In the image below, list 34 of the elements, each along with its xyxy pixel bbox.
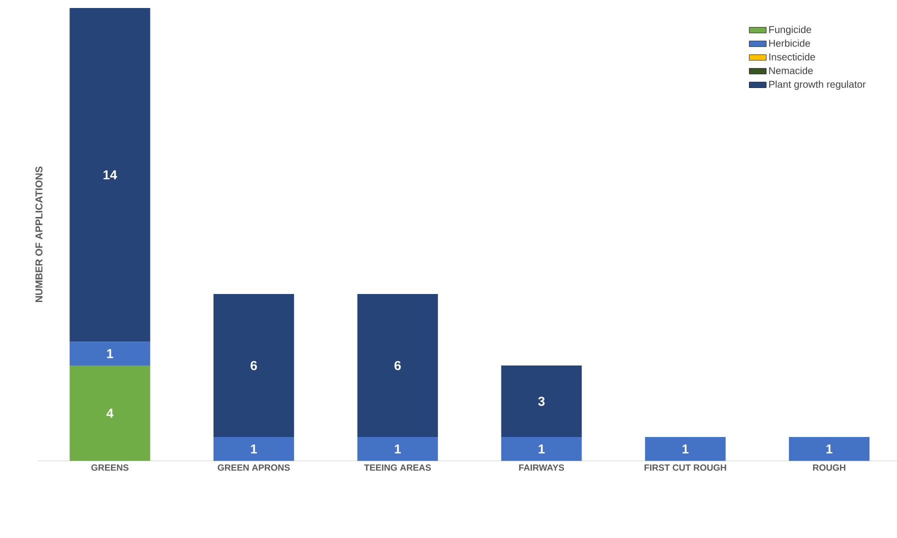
data-label: 1 xyxy=(682,444,689,454)
bar xyxy=(645,437,726,461)
data-label: 1 xyxy=(250,444,258,454)
bar xyxy=(70,366,150,461)
x-tick-label: FIRST CUT ROUGH xyxy=(644,464,726,471)
legend-label: Plant growth regulator xyxy=(769,80,866,90)
bar xyxy=(70,342,150,366)
bar xyxy=(357,437,438,461)
data-label: 1 xyxy=(107,349,114,358)
bar xyxy=(214,294,294,438)
data-label: 1 xyxy=(538,444,545,454)
bar xyxy=(357,294,438,438)
data-label: 4 xyxy=(106,408,114,418)
bar xyxy=(70,8,150,342)
x-tick-label: ROUGH xyxy=(813,464,846,471)
x-tick-label: GREENS xyxy=(91,464,128,471)
bar xyxy=(501,366,582,438)
legend-label: Insecticide xyxy=(769,53,816,61)
data-label: 14 xyxy=(104,170,118,180)
legend-label: Herbicide xyxy=(769,40,810,47)
bar xyxy=(788,437,870,461)
data-label: 1 xyxy=(826,444,832,454)
x-tick-label: FAIRWAYS xyxy=(519,464,564,471)
data-label: 6 xyxy=(250,361,257,370)
legend-label: Nemacide xyxy=(769,66,813,74)
y-axis-title: NUMBER OF APPLICATIONS xyxy=(35,166,42,302)
legend-label: Fungicide xyxy=(769,26,812,36)
x-tick-label: GREEN APRONS xyxy=(218,464,290,471)
bar xyxy=(214,437,294,461)
data-label: 3 xyxy=(538,396,545,406)
data-label: 6 xyxy=(394,361,401,370)
bar xyxy=(501,437,582,461)
data-label: 1 xyxy=(394,444,401,454)
x-tick-label: TEEING AREAS xyxy=(364,464,431,471)
